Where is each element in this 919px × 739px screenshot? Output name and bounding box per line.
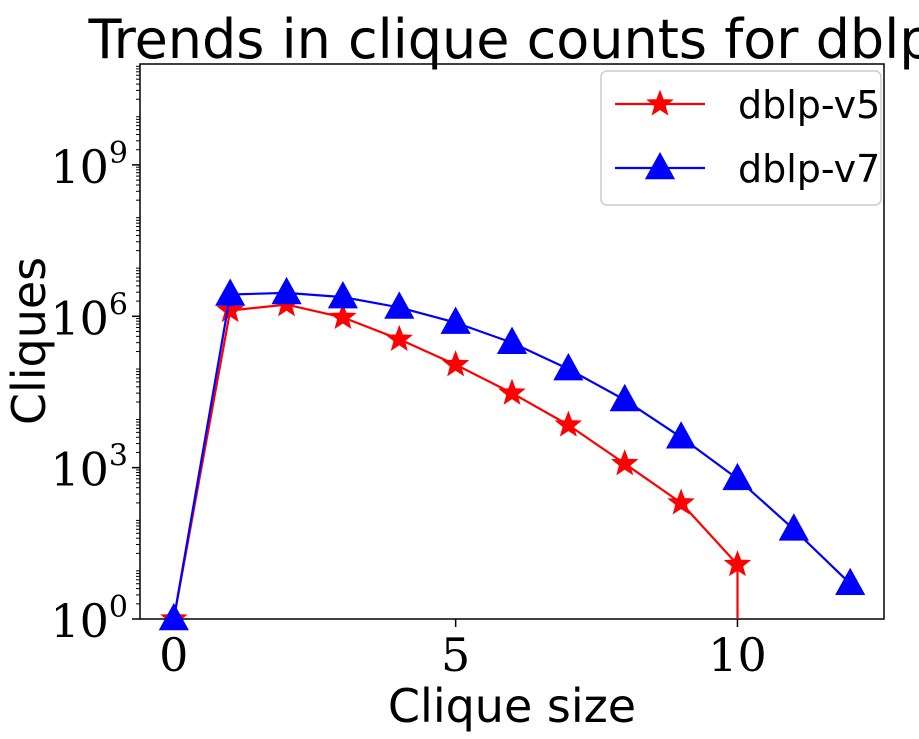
legend-label-dblp-v5: dblp-v5 bbox=[738, 83, 880, 127]
data-point-dblp-v7-x12 bbox=[835, 567, 866, 596]
data-point-dblp-v7-x0 bbox=[158, 602, 189, 631]
data-point-dblp-v5-x3 bbox=[329, 302, 357, 330]
data-point-dblp-v5-x4 bbox=[385, 324, 413, 351]
series-layer bbox=[158, 276, 866, 631]
data-point-dblp-v7-x10 bbox=[722, 462, 753, 491]
legend-label-dblp-v7: dblp-v7 bbox=[738, 147, 880, 191]
data-point-dblp-v7-x11 bbox=[778, 513, 809, 541]
data-point-dblp-v7-x1 bbox=[215, 278, 246, 306]
y-axis-label: Cliques bbox=[2, 257, 56, 425]
legend-marker-dblp-v5 bbox=[646, 89, 674, 116]
y-tick-label: 109 bbox=[50, 136, 128, 194]
data-point-dblp-v5-x6 bbox=[498, 378, 526, 405]
series-dblp-v5 bbox=[160, 290, 752, 631]
x-axis: 0 5 10 bbox=[159, 619, 767, 682]
data-point-dblp-v7-x3 bbox=[327, 281, 359, 309]
data-point-dblp-v7-x4 bbox=[384, 291, 415, 319]
y-axis: 100 103 106 109 bbox=[50, 65, 140, 648]
chart-title: Trends in clique counts for dblp bbox=[88, 8, 919, 71]
data-point-dblp-v7-x8 bbox=[609, 383, 640, 412]
legend-marker-dblp-v7 bbox=[644, 151, 676, 180]
y-tick-label: 100 bbox=[50, 590, 128, 648]
series-line-dblp-v5 bbox=[172, 303, 739, 620]
series-dblp-v7 bbox=[158, 276, 866, 631]
x-tick-label: 5 bbox=[441, 628, 470, 682]
data-point-dblp-v5-x5 bbox=[441, 350, 470, 377]
x-tick-label: 0 bbox=[159, 628, 188, 682]
data-point-dblp-v7-x6 bbox=[496, 326, 528, 354]
data-point-dblp-v5-x7 bbox=[554, 410, 583, 437]
y-tick-label: 106 bbox=[50, 287, 128, 345]
plot-area-frame bbox=[139, 63, 885, 620]
x-axis-label: Clique size bbox=[388, 679, 636, 733]
data-point-dblp-v7-x5 bbox=[440, 306, 471, 334]
data-point-dblp-v7-x7 bbox=[553, 353, 584, 381]
legend: dblp-v5 dblp-v7 bbox=[600, 70, 882, 206]
data-point-dblp-v7-x9 bbox=[665, 421, 697, 449]
data-point-dblp-v5-x10 bbox=[723, 550, 752, 577]
x-tick-label: 10 bbox=[708, 628, 767, 682]
data-point-dblp-v5-x9 bbox=[667, 488, 695, 515]
y-tick-label: 103 bbox=[50, 439, 128, 497]
data-point-dblp-v5-x8 bbox=[611, 449, 639, 476]
data-point-dblp-v5-x1 bbox=[216, 296, 244, 323]
data-point-dblp-v7-x2 bbox=[271, 276, 302, 305]
